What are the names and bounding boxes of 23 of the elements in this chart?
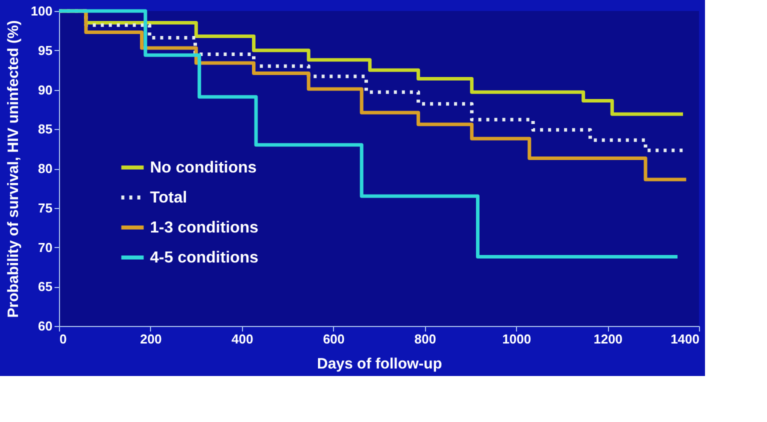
x-tick-label: 1400	[670, 332, 700, 346]
x-tick-label: 200	[140, 332, 162, 346]
x-tick-label: 600	[322, 332, 345, 346]
legend-label: 4-5 conditions	[150, 250, 259, 266]
legend-label: No conditions	[150, 160, 257, 176]
legend-label: 1-3 conditions	[150, 220, 259, 236]
x-axis-title: Days of follow-up	[317, 356, 442, 372]
x-tick-label: 1200	[594, 332, 623, 346]
y-tick-label: 70	[38, 240, 52, 255]
legend-label: Total	[150, 190, 188, 206]
y-tick-label: 80	[38, 161, 52, 176]
y-tick-label: 85	[38, 122, 52, 137]
x-tick-label: 1000	[502, 332, 532, 346]
x-tick-label: 0	[60, 332, 67, 346]
y-axis-title: Probability of survival, HIV uninfected (%)	[4, 20, 22, 318]
y-tick-label: 90	[38, 82, 52, 98]
x-tick-label: 800	[414, 332, 436, 346]
y-tick-label: 65	[38, 279, 52, 294]
y-tick-label: 60	[38, 318, 52, 334]
x-tick-label: 400	[232, 332, 254, 346]
y-tick-label: 75	[38, 200, 52, 216]
y-tick-label: 100	[30, 4, 52, 18]
y-tick-label: 95	[38, 42, 52, 58]
